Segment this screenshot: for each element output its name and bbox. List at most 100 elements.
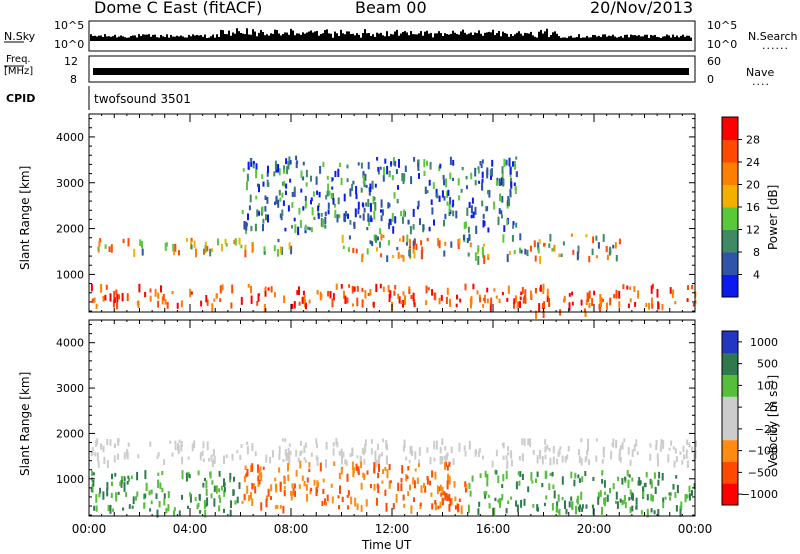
echo-cell	[278, 168, 281, 176]
echo-cell	[348, 284, 351, 288]
echo-cell	[426, 476, 429, 481]
echo-cell	[571, 301, 574, 306]
echo-cell	[211, 459, 214, 467]
echo-cell	[427, 287, 430, 291]
echo-cell	[327, 290, 330, 297]
echo-cell	[515, 295, 517, 303]
echo-cell	[274, 201, 276, 206]
echo-cell	[691, 446, 694, 453]
echo-cell	[279, 246, 282, 254]
echo-cell	[484, 206, 487, 212]
echo-cell	[369, 215, 372, 219]
echo-cell	[95, 505, 98, 512]
echo-cell	[272, 450, 274, 458]
echo-cell	[238, 482, 241, 489]
y-tick-label: 2000	[56, 427, 84, 440]
echo-cell	[360, 505, 363, 512]
echo-cell	[419, 502, 422, 507]
nsearch-dots: ······	[762, 42, 789, 55]
echo-cell	[524, 248, 527, 255]
echo-cell	[243, 223, 246, 230]
nsky-tick-bottom: 10^0	[54, 38, 85, 51]
echo-cell	[477, 508, 480, 515]
echo-cell	[622, 284, 625, 290]
echo-cell	[581, 507, 584, 512]
echo-cell	[418, 463, 420, 467]
echo-cell	[522, 297, 525, 304]
echo-cell	[648, 302, 651, 310]
echo-cell	[518, 480, 521, 486]
nsky-label: N.Sky	[4, 30, 36, 43]
colorbar-tick-label: 25	[764, 401, 778, 414]
echo-cell	[527, 438, 530, 446]
echo-cell	[116, 302, 119, 310]
echo-cell	[360, 482, 363, 490]
echo-cell	[265, 454, 268, 463]
echo-cell	[482, 213, 485, 219]
echo-cell	[373, 210, 376, 220]
echo-cell	[206, 441, 209, 451]
echo-cell	[288, 454, 291, 463]
echo-cell	[482, 304, 485, 308]
echo-cell	[347, 213, 349, 219]
echo-cell	[402, 255, 405, 262]
echo-cell	[298, 301, 301, 306]
echo-cell	[415, 243, 418, 251]
echo-cell	[361, 299, 364, 308]
echo-cell	[382, 438, 385, 443]
echo-cell	[202, 458, 205, 462]
echo-cell	[259, 466, 262, 472]
echo-cell	[375, 234, 377, 243]
echo-cell	[303, 457, 306, 461]
echo-cell	[123, 452, 126, 460]
echo-cell	[286, 453, 289, 460]
echo-cell	[267, 165, 269, 173]
echo-cell	[627, 303, 630, 309]
echo-cell	[497, 475, 500, 484]
power-colorbar-swatch	[722, 274, 738, 298]
echo-cell	[243, 493, 246, 501]
velocity-colorbar-swatch	[722, 396, 738, 419]
echo-cell	[251, 443, 254, 450]
echo-cell	[290, 492, 293, 501]
echo-cell	[392, 157, 395, 166]
echo-cell	[209, 471, 212, 479]
echo-cell	[123, 481, 126, 488]
echo-cell	[361, 202, 364, 207]
echo-cell	[438, 195, 441, 202]
echo-cell	[388, 223, 390, 228]
echo-cell	[141, 248, 144, 256]
echo-cell	[487, 190, 490, 195]
echo-cell	[366, 227, 369, 231]
echo-cell	[178, 510, 181, 516]
echo-cell	[255, 195, 258, 200]
echo-cell	[551, 471, 554, 477]
colorbar-tick-label: 500	[757, 358, 778, 371]
echo-cell	[347, 505, 350, 510]
echo-cell	[493, 288, 496, 292]
echo-cell	[154, 288, 157, 297]
echo-cell	[293, 217, 296, 222]
echo-cell	[518, 455, 521, 461]
echo-cell	[260, 502, 263, 511]
echo-cell	[631, 505, 634, 512]
echo-cell	[526, 249, 529, 257]
echo-cell	[635, 497, 638, 505]
echo-cell	[111, 473, 113, 480]
echo-cell	[408, 460, 411, 464]
echo-cell	[450, 498, 453, 505]
echo-cell	[599, 294, 602, 303]
echo-cell	[384, 158, 387, 164]
echo-cell	[128, 504, 131, 509]
echo-cell	[406, 234, 409, 243]
cpid-value: twofsound 3501	[94, 92, 191, 106]
echo-cell	[662, 441, 665, 449]
echo-cell	[203, 500, 206, 509]
echo-cell	[475, 225, 478, 234]
echo-cell	[285, 452, 288, 462]
echo-cell	[302, 161, 305, 166]
echo-cell	[345, 460, 348, 466]
echo-cell	[282, 459, 285, 463]
echo-cell	[150, 489, 153, 495]
